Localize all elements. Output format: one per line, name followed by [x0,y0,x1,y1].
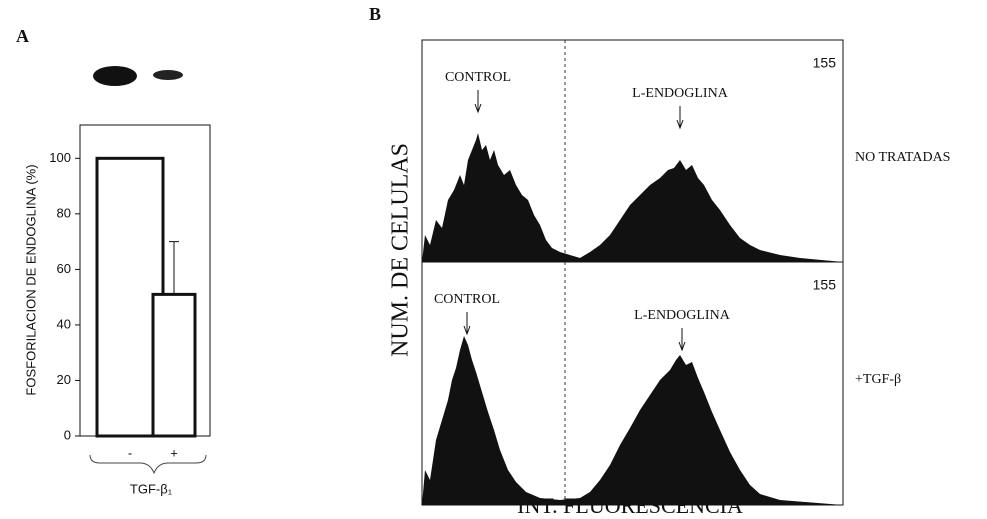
error-bar [169,242,179,295]
panel-label: A [16,26,29,46]
panel-label: B [369,4,381,24]
brace [90,455,206,473]
arrow [679,328,685,350]
y-tick-label: 20 [57,372,71,387]
arrow [464,312,470,334]
y-tick-label: 80 [57,205,71,220]
event-count: 155 [813,55,837,71]
arrow [475,90,481,112]
histogram [422,133,843,262]
y-axis-title: NUM. DE CELULAS [388,143,414,357]
peak-label: L-ENDOGLINA [632,86,729,101]
blot-band [153,70,183,80]
x-tick-label: + [170,445,178,460]
peak-label: CONTROL [434,292,500,307]
y-tick-label: 60 [57,261,71,276]
condition-label: +TGF-β [855,372,901,387]
y-tick-label: 40 [57,316,71,331]
y-tick-label: 0 [64,427,71,442]
blot-band [93,66,137,86]
peak-label: L-ENDOGLINA [634,308,731,323]
bar [153,294,195,436]
condition-label: NO TRATADAS [855,150,950,165]
x-tick-label: - [128,445,132,460]
peak-label: CONTROL [445,70,511,85]
y-tick-label: 100 [49,150,71,165]
histogram [422,336,843,505]
x-axis-title: TGF-β₁ [130,481,173,496]
arrow [677,106,683,128]
figure: A B FOSFORILACION DE ENDOGLINA (%) TGF-β… [0,0,987,519]
y-axis-title: FOSFORILACION DE ENDOGLINA (%) [23,164,38,395]
event-count: 155 [813,277,837,293]
x-axis-title: INT. FLUORESCENCIA [517,493,743,518]
